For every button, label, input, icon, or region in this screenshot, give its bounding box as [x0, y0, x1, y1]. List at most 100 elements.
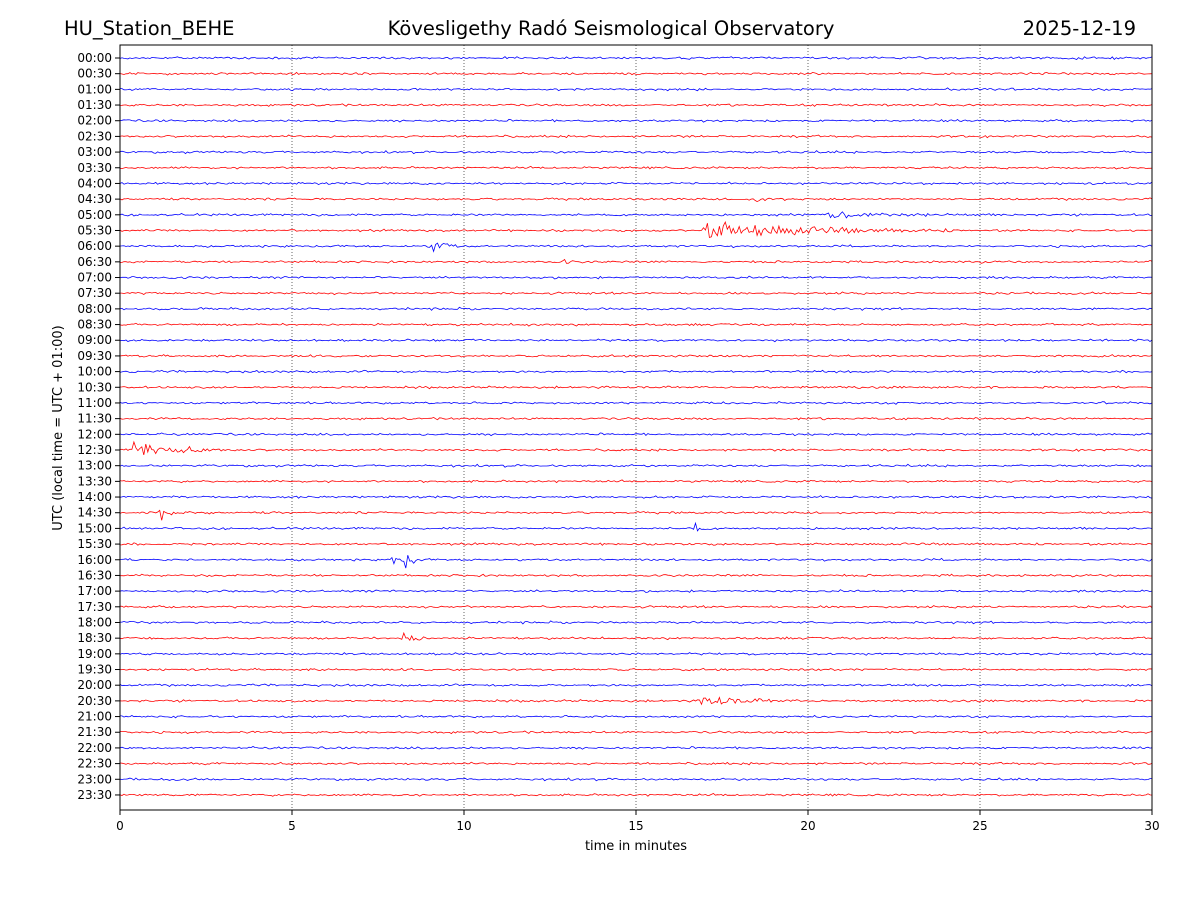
- y-tick-label: 07:30: [77, 286, 112, 300]
- trace-1130: [119, 416, 1153, 421]
- y-tick-label: 09:00: [77, 333, 112, 347]
- chart-date: 2025-12-19: [1023, 17, 1136, 40]
- y-tick-label: 04:00: [77, 176, 112, 190]
- y-tick-label: 02:30: [77, 129, 112, 143]
- y-tick-label: 06:00: [77, 239, 112, 253]
- y-tick-label: 08:30: [77, 318, 112, 332]
- trace-0930: [119, 354, 1153, 358]
- trace-0800: [119, 306, 1153, 311]
- trace-2130: [119, 730, 1153, 735]
- y-axis-label: UTC (local time = UTC + 01:00): [51, 325, 66, 530]
- y-tick-label: 22:30: [77, 757, 112, 771]
- trace-2230: [119, 761, 1153, 766]
- y-tick-label: 20:30: [77, 694, 112, 708]
- y-tick-label: 03:00: [77, 145, 112, 159]
- trace-1530: [119, 542, 1153, 546]
- trace-2100: [120, 714, 1153, 719]
- trace-2330: [119, 793, 1153, 797]
- trace-0330: [119, 165, 1153, 170]
- trace-0530: [119, 221, 1153, 239]
- trace-2300: [119, 777, 1152, 782]
- trace-1900: [119, 652, 1153, 656]
- trace-1300: [119, 463, 1153, 468]
- y-tick-label: 11:30: [77, 412, 112, 426]
- y-tick-label: 06:30: [77, 255, 112, 269]
- y-tick-label: 01:30: [77, 98, 112, 112]
- trace-1630: [120, 573, 1153, 578]
- y-tick-label: 04:30: [77, 192, 112, 206]
- x-tick-label: 0: [116, 819, 124, 833]
- trace-0730: [120, 291, 1153, 296]
- y-tick-label: 09:30: [77, 349, 112, 363]
- y-tick-label: 16:30: [77, 568, 112, 582]
- y-tick-label: 03:30: [77, 161, 112, 175]
- trace-1700: [119, 589, 1153, 593]
- y-tick-label: 13:30: [77, 474, 112, 488]
- x-tick-label: 10: [456, 819, 471, 833]
- y-tick-label: 14:30: [77, 506, 112, 520]
- y-tick-label: 00:30: [77, 67, 112, 81]
- trace-0100: [119, 87, 1153, 92]
- y-tick-label: 17:00: [77, 584, 112, 598]
- trace-1000: [119, 369, 1153, 374]
- y-tick-label: 21:00: [77, 710, 112, 724]
- trace-0200: [119, 118, 1153, 123]
- x-tick-label: 30: [1144, 819, 1159, 833]
- trace-0830: [119, 322, 1153, 327]
- y-tick-label: 02:00: [77, 114, 112, 128]
- trace-1030: [119, 385, 1153, 390]
- y-tick-label: 23:30: [77, 788, 112, 802]
- x-tick-label: 15: [628, 819, 643, 833]
- y-tick-label: 18:00: [77, 615, 112, 629]
- trace-1330: [119, 479, 1153, 484]
- y-tick-label: 23:00: [77, 772, 112, 786]
- trace-1600: [120, 555, 1153, 569]
- y-tick-label: 12:00: [77, 427, 112, 441]
- trace-1100: [119, 401, 1153, 405]
- y-tick-label: 11:00: [77, 396, 112, 410]
- y-tick-label: 16:00: [77, 553, 112, 567]
- y-tick-label: 05:00: [77, 208, 112, 222]
- y-tick-label: 20:00: [77, 678, 112, 692]
- trace-0000: [119, 56, 1153, 60]
- x-tick-label: 25: [972, 819, 987, 833]
- trace-0630: [119, 258, 1153, 264]
- trace-1930: [119, 667, 1153, 672]
- y-tick-label: 19:00: [77, 647, 112, 661]
- x-axis-ticks: 0 5 10 15 20 25 30: [116, 810, 1160, 833]
- trace-0500: [119, 211, 1153, 219]
- y-tick-label: 10:30: [77, 380, 112, 394]
- y-tick-label: 17:30: [77, 600, 112, 614]
- y-tick-label: 15:30: [77, 537, 112, 551]
- trace-1800: [119, 620, 1153, 625]
- trace-0400: [119, 181, 1153, 186]
- trace-1400: [119, 495, 1153, 499]
- y-tick-label: 15:00: [77, 521, 112, 535]
- trace-0130: [119, 103, 1153, 107]
- station-name: HU_Station_BEHE: [64, 17, 234, 40]
- chart-title: Kövesligethy Radó Seismological Observat…: [388, 17, 835, 40]
- y-tick-label: 01:00: [77, 82, 112, 96]
- y-tick-label: 05:30: [77, 223, 112, 237]
- trace-2200: [119, 746, 1153, 750]
- y-tick-label: 00:00: [77, 51, 112, 65]
- trace-1230: [119, 440, 1153, 455]
- trace-1500: [119, 521, 1153, 532]
- y-tick-label: 14:00: [77, 490, 112, 504]
- y-tick-label: 07:00: [77, 271, 112, 285]
- y-tick-label: 21:30: [77, 725, 112, 739]
- trace-1830: [119, 631, 1153, 641]
- y-tick-label: 19:30: [77, 663, 112, 677]
- x-axis-label: time in minutes: [585, 839, 687, 854]
- trace-0030: [119, 71, 1153, 76]
- trace-1730: [119, 604, 1153, 609]
- seismic-traces: [119, 56, 1153, 797]
- y-tick-label: 13:00: [77, 459, 112, 473]
- x-tick-label: 20: [800, 819, 815, 833]
- y-tick-label: 18:30: [77, 631, 112, 645]
- y-tick-label: 08:00: [77, 302, 112, 316]
- trace-2000: [119, 683, 1153, 687]
- trace-0700: [119, 275, 1153, 280]
